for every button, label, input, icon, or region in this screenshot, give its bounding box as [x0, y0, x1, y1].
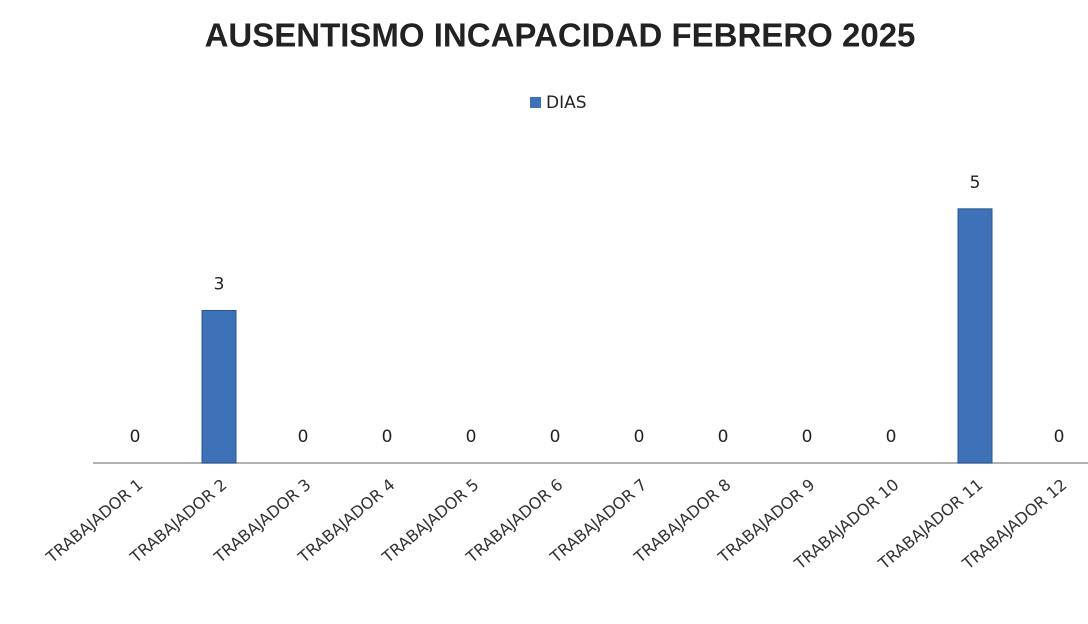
data-label: 0: [466, 427, 477, 447]
data-label: 0: [130, 427, 141, 447]
legend-label: DIAS: [546, 93, 587, 113]
bar: [957, 208, 993, 464]
data-label: 0: [550, 427, 561, 447]
data-label: 0: [1054, 427, 1065, 447]
data-label: 5: [970, 173, 981, 193]
data-label: 3: [214, 275, 225, 295]
data-label: 0: [298, 427, 309, 447]
data-label: 0: [634, 427, 645, 447]
bar: [201, 310, 237, 464]
data-label: 0: [802, 427, 813, 447]
chart-title: AUSENTISMO INCAPACIDAD FEBRERO 2025: [205, 17, 916, 54]
data-label: 0: [382, 427, 393, 447]
data-label: 0: [886, 427, 897, 447]
data-label: 0: [718, 427, 729, 447]
legend-swatch: [530, 97, 541, 108]
